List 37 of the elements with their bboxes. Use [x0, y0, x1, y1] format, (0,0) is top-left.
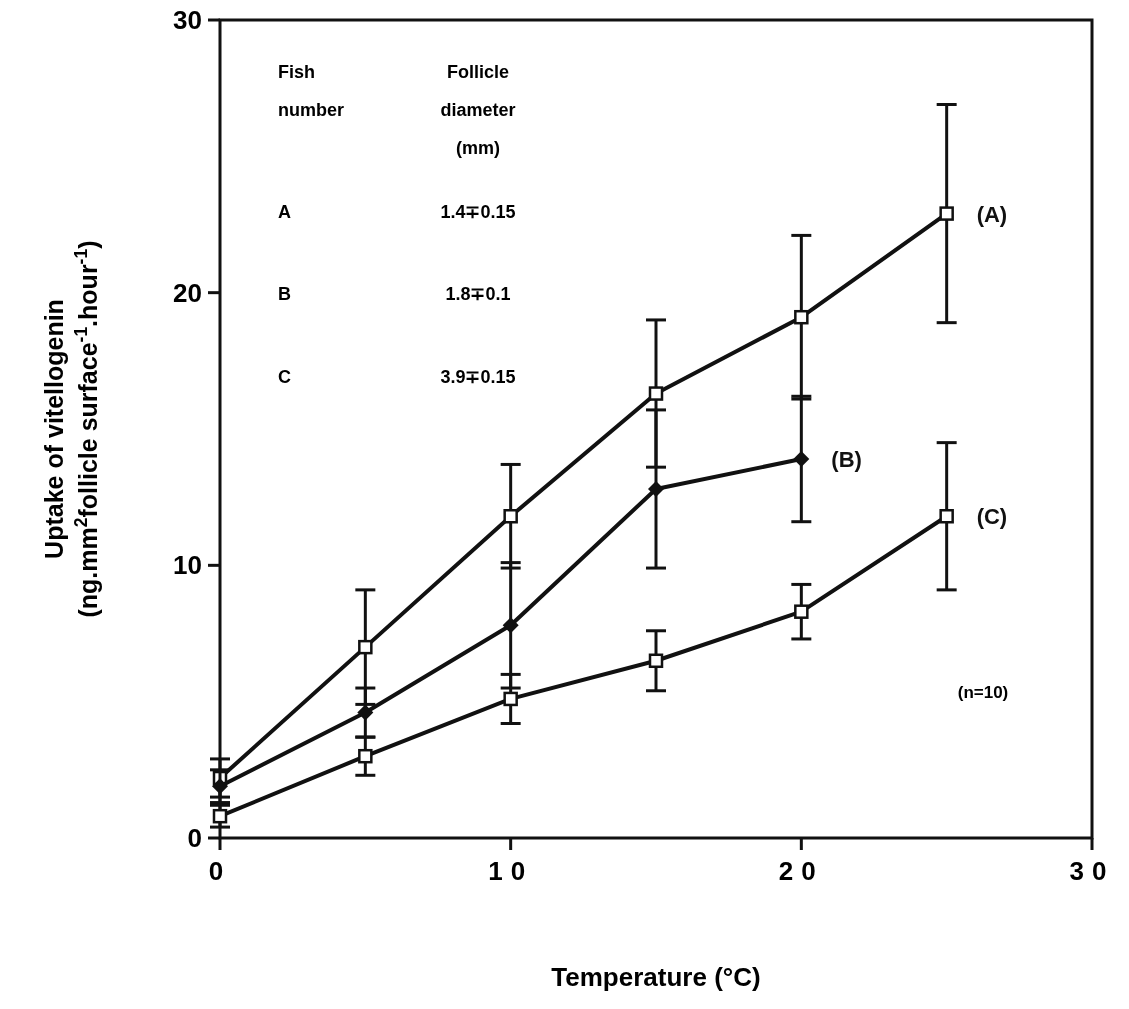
point — [212, 778, 228, 795]
x-tick-label: 30 — [1069, 856, 1115, 886]
y-tick-label: 30 — [173, 5, 202, 36]
annotation: Follicle diameter (mm) — [440, 62, 516, 158]
point — [939, 206, 954, 221]
point — [648, 480, 664, 497]
y-tick-label: 20 — [173, 277, 202, 308]
point — [503, 691, 518, 707]
annotation: B — [278, 284, 291, 304]
annotation: (n=10) — [957, 683, 1009, 702]
series-label: (C) — [976, 504, 1008, 530]
point — [794, 309, 809, 325]
annotation: Fish number — [278, 62, 345, 120]
point — [358, 639, 373, 655]
annotation: C — [278, 367, 291, 387]
annotation: 1.8∓0.1 — [445, 284, 511, 304]
point — [358, 748, 373, 764]
point — [357, 704, 374, 721]
point — [939, 509, 954, 524]
point — [503, 509, 518, 524]
point — [648, 653, 664, 669]
annotation: 3.9∓0.15 — [440, 367, 516, 387]
point — [502, 617, 519, 634]
x-tick-label: 0 — [208, 856, 232, 886]
series-label: (A) — [976, 201, 1008, 227]
point — [212, 808, 228, 824]
point — [793, 450, 810, 467]
point — [794, 604, 809, 619]
point — [648, 386, 664, 401]
annotation: 1.4∓0.15 — [440, 202, 516, 222]
y-tick-label: 10 — [173, 550, 202, 581]
y-tick-label: 0 — [187, 823, 202, 854]
x-tick-label: 20 — [778, 856, 824, 886]
x-tick-label: 10 — [488, 856, 534, 886]
annotation: A — [278, 202, 291, 222]
series-label: (B) — [831, 446, 862, 472]
x-axis-title: Temperature (°C) — [551, 962, 761, 992]
